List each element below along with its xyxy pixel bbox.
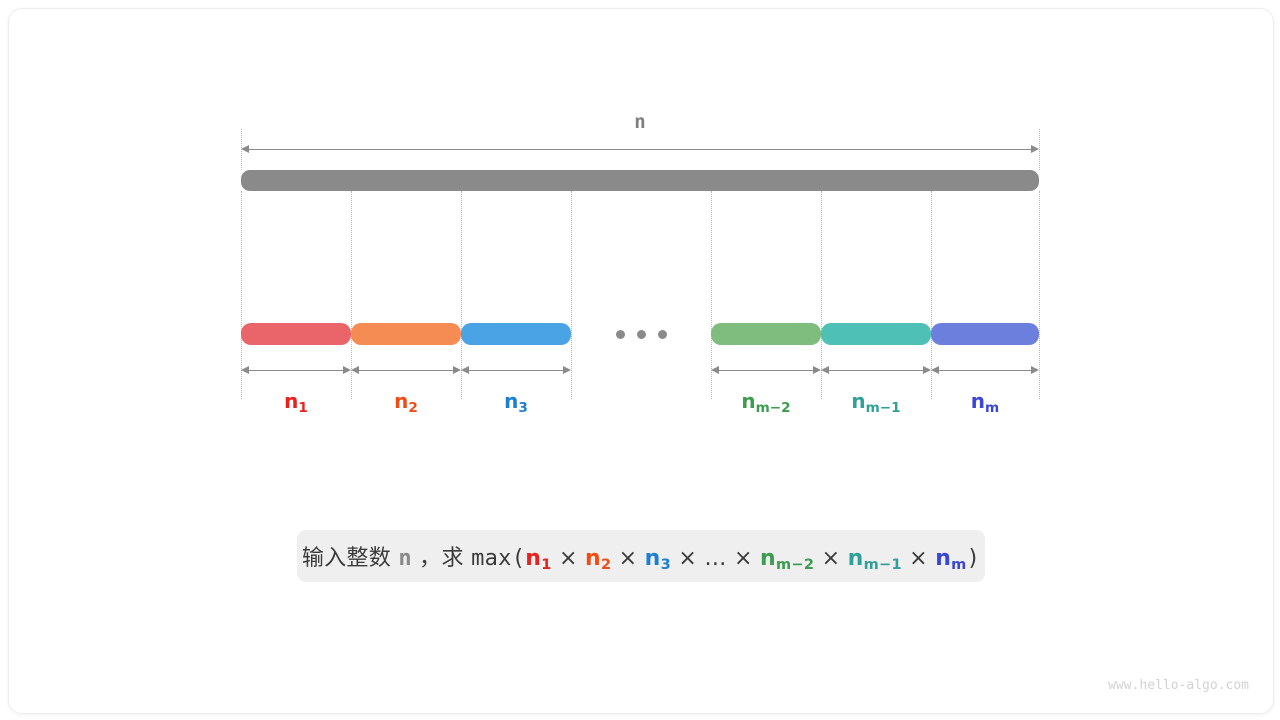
guide-line xyxy=(351,191,352,399)
segment-bar-nm2 xyxy=(711,323,821,345)
guide-line xyxy=(711,191,712,399)
segment-arrow-n2-line xyxy=(357,370,455,371)
segment-arrow-nm-head-right xyxy=(1031,366,1039,375)
ellipsis-dot xyxy=(636,330,646,339)
segment-arrow-n2-head-left xyxy=(351,366,359,375)
segment-bar-n3 xyxy=(461,323,571,345)
segment-label-nm: nm xyxy=(970,389,1000,416)
segment-arrow-nm2-head-right xyxy=(813,366,821,375)
segment-bar-nm xyxy=(931,323,1039,345)
guide-line xyxy=(461,191,462,399)
segment-bar-n2 xyxy=(351,323,461,345)
guide-line xyxy=(241,191,242,399)
total-arrow-head-right xyxy=(1031,145,1039,154)
segment-label-n2: n2 xyxy=(394,389,418,416)
guide-line xyxy=(571,191,572,399)
segment-arrow-nm2-line xyxy=(717,370,815,371)
segment-arrow-n2-head-right xyxy=(453,366,461,375)
segment-label-n3: n3 xyxy=(504,389,528,416)
total-length-label: n xyxy=(634,111,646,133)
formula-text: 输入整数 n ，求 max(n1 × n2 × n3 × … × nm−2 × … xyxy=(301,545,981,573)
watermark: www.hello-algo.com xyxy=(1108,678,1249,693)
total-arrow-line xyxy=(247,149,1033,150)
guide-line-top xyxy=(1039,129,1040,170)
ellipsis-dot xyxy=(615,330,625,339)
guide-line xyxy=(821,191,822,399)
segment-arrow-nm1-line xyxy=(827,370,925,371)
segment-arrow-nm-head-left xyxy=(931,366,939,375)
diagram-card: n n1 n2 n3 nm−2 nm−1 nm 输入整数 n ，求 max(n1 × n2… xyxy=(8,8,1274,714)
segment-bar-nm1 xyxy=(821,323,931,345)
segment-arrow-nm-line xyxy=(937,370,1033,371)
total-arrow-head-left xyxy=(241,145,249,154)
ellipsis-dot xyxy=(657,330,667,339)
total-bar xyxy=(241,170,1039,191)
segment-arrow-nm2-head-left xyxy=(711,366,719,375)
segment-bar-n1 xyxy=(241,323,351,345)
segment-arrow-n3-line xyxy=(467,370,565,371)
segment-arrow-n3-head-right xyxy=(563,366,571,375)
segment-arrow-nm1-head-left xyxy=(821,366,829,375)
segment-label-nm2: nm−2 xyxy=(741,389,791,416)
diagram-stage: n n1 n2 n3 nm−2 nm−1 nm 输入整数 n ，求 max(n1 × n2… xyxy=(9,9,1273,713)
guide-line xyxy=(1039,191,1040,399)
segment-arrow-n3-head-left xyxy=(461,366,469,375)
segment-label-nm1: nm−1 xyxy=(851,389,901,416)
segment-label-n1: n1 xyxy=(284,389,308,416)
guide-line xyxy=(931,191,932,399)
segment-arrow-nm1-head-right xyxy=(923,366,931,375)
segment-arrow-n1-head-right xyxy=(343,366,351,375)
segment-arrow-n1-line xyxy=(247,370,345,371)
segment-arrow-n1-head-left xyxy=(241,366,249,375)
formula-box: 输入整数 n ，求 max(n1 × n2 × n3 × … × nm−2 × … xyxy=(297,530,985,582)
